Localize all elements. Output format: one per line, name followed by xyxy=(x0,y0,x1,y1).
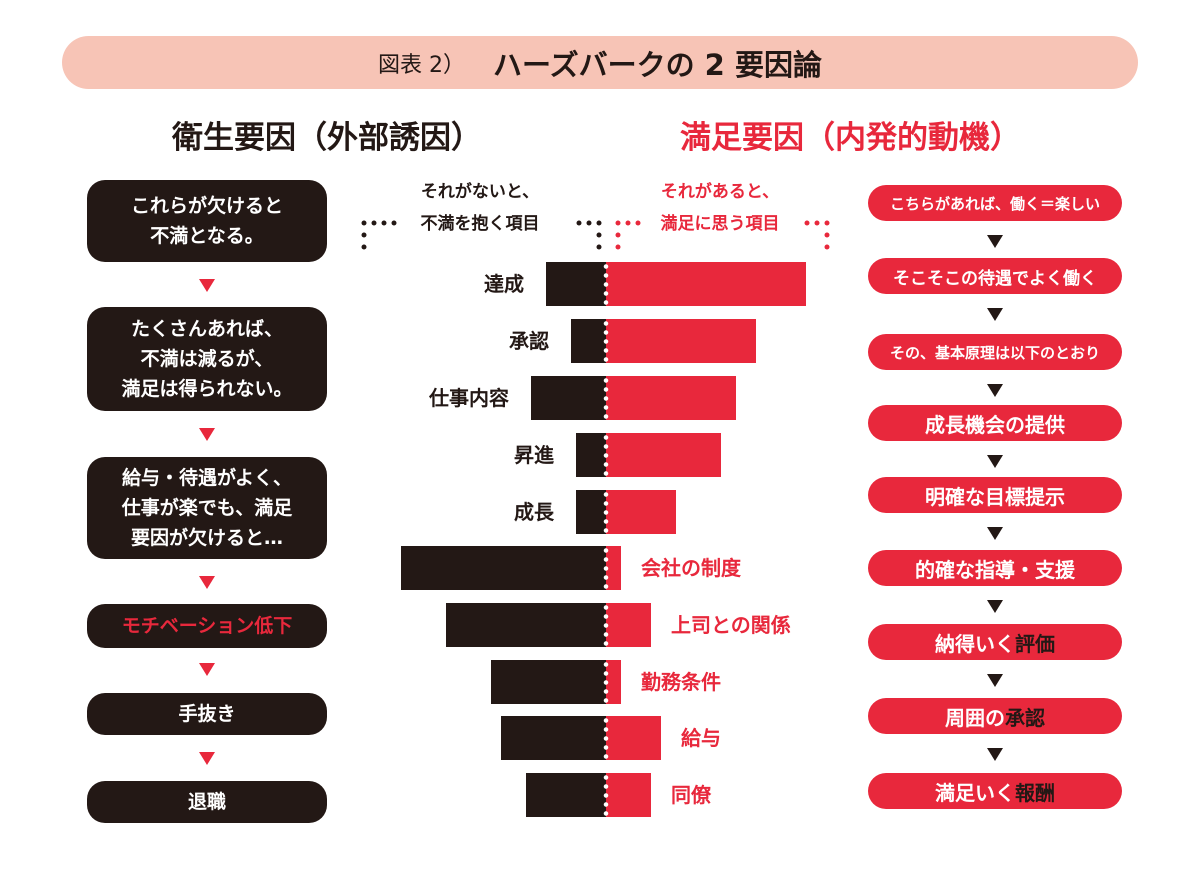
divider-dots xyxy=(603,490,609,534)
dissatisfaction-bar xyxy=(491,660,606,704)
motivator-step-text: 周囲の xyxy=(945,705,1005,730)
dissatisfaction-bar xyxy=(571,319,606,363)
divider-dots xyxy=(603,433,609,477)
motivator-heading: 満足要因（内発的動機） xyxy=(680,120,1021,156)
divider-dots xyxy=(603,376,609,420)
satisfaction-bar xyxy=(606,319,756,363)
motivator-step: 周囲の 承認 xyxy=(868,698,1122,734)
motivator-step-text: 的確な指導・支援 xyxy=(915,557,1075,582)
header-bracket-dots xyxy=(361,220,830,250)
satisfaction-bar xyxy=(606,603,651,647)
motivator-step: 満足いく 報酬 xyxy=(868,773,1122,809)
satisfaction-bar xyxy=(606,716,661,760)
divider-dots xyxy=(603,546,609,590)
dissatisfaction-header: それがないと、 不満を抱く項目 xyxy=(420,182,540,234)
arrow-down-icon xyxy=(199,663,215,676)
arrow-down-icon xyxy=(987,308,1003,321)
motivator-step: 納得いく 評価 xyxy=(868,624,1122,660)
dissatisfaction-bar xyxy=(531,376,606,420)
divider-dots xyxy=(603,262,609,306)
factor-label: 仕事内容 xyxy=(429,386,509,410)
factor-label: 会社の制度 xyxy=(641,556,741,580)
arrow-down-icon xyxy=(199,428,215,441)
hygiene-step: 退職 xyxy=(87,781,327,823)
arrow-down-icon xyxy=(199,279,215,292)
motivator-step: その、基本原理は以下のとおり xyxy=(868,334,1122,370)
motivator-step-text: こちらがあれば、働く＝楽しい xyxy=(889,194,1100,213)
page-title: ハーズバークの 2 要因論 xyxy=(493,47,822,82)
hygiene-step: モチベーション低下 xyxy=(87,604,327,648)
hygiene-heading: 衛生要因（外部誘因） xyxy=(172,120,482,156)
motivator-step: こちらがあれば、働く＝楽しい xyxy=(868,185,1122,221)
dissatisfaction-bar xyxy=(576,490,606,534)
factor-label: 承認 xyxy=(509,329,549,353)
factor-label: 上司との関係 xyxy=(671,613,791,637)
motivator-step-text: 満足いく xyxy=(935,780,1015,805)
satisfaction-bar xyxy=(606,433,721,477)
motivator-step-emphasis: 報酬 xyxy=(1015,780,1055,805)
motivator-step-emphasis: 承認 xyxy=(1005,705,1045,730)
dissatisfaction-bar xyxy=(446,603,606,647)
factor-label: 成長 xyxy=(514,500,554,524)
arrow-down-icon xyxy=(199,752,215,765)
arrow-down-icon xyxy=(199,576,215,589)
satisfaction-bar xyxy=(606,660,621,704)
divider-dots xyxy=(603,773,609,817)
factor-label: 同僚 xyxy=(671,783,711,807)
divider-dots xyxy=(603,603,609,647)
motivator-step: 的確な指導・支援 xyxy=(868,550,1122,586)
dissatisfaction-bar xyxy=(576,433,606,477)
motivator-step-text: 明確な目標提示 xyxy=(925,484,1065,509)
satisfaction-bar xyxy=(606,546,621,590)
arrow-down-icon xyxy=(987,748,1003,761)
motivator-step: 明確な目標提示 xyxy=(868,477,1122,513)
dissatisfaction-bar xyxy=(401,546,606,590)
motivator-step-emphasis: 評価 xyxy=(1015,631,1055,656)
satisfaction-bar xyxy=(606,490,676,534)
divider-dots xyxy=(603,716,609,760)
satisfaction-bar xyxy=(606,262,806,306)
title-banner: 図表 2） ハーズバークの 2 要因論 xyxy=(62,36,1138,89)
hygiene-step: 手抜き xyxy=(87,693,327,735)
factor-label: 勤務条件 xyxy=(641,670,721,694)
divider-dots xyxy=(603,319,609,363)
satisfaction-bar xyxy=(606,376,736,420)
arrow-down-icon xyxy=(987,527,1003,540)
arrow-down-icon xyxy=(987,600,1003,613)
motivator-step-text: そこそこの待遇でよく働く xyxy=(893,268,1097,289)
motivator-step-text: 成長機会の提供 xyxy=(925,412,1065,437)
motivator-step: 成長機会の提供 xyxy=(868,405,1122,441)
factor-label: 昇進 xyxy=(514,443,554,467)
satisfaction-bar xyxy=(606,773,651,817)
dissatisfaction-bar xyxy=(526,773,606,817)
hygiene-step: 給与・待遇がよく、 仕事が楽でも、満足 要因が欠けると… xyxy=(87,457,327,559)
motivator-step: そこそこの待遇でよく働く xyxy=(868,258,1122,294)
hygiene-step: これらが欠けると 不満となる。 xyxy=(87,180,327,262)
hygiene-step: たくさんあれば、 不満は減るが、 満足は得られない。 xyxy=(87,307,327,411)
arrow-down-icon xyxy=(987,455,1003,468)
figure-label: 図表 2） xyxy=(378,52,466,78)
dissatisfaction-bar xyxy=(546,262,606,306)
motivator-step-text: 納得いく xyxy=(935,631,1015,656)
dissatisfaction-bar xyxy=(501,716,606,760)
factor-label: 給与 xyxy=(681,726,721,750)
motivator-step-text: その、基本原理は以下のとおり xyxy=(889,343,1100,362)
satisfaction-header: それがあると、 満足に思う項目 xyxy=(660,182,780,234)
divider-dots xyxy=(603,660,609,704)
factor-label: 達成 xyxy=(484,272,524,296)
arrow-down-icon xyxy=(987,384,1003,397)
arrow-down-icon xyxy=(987,235,1003,248)
arrow-down-icon xyxy=(987,674,1003,687)
